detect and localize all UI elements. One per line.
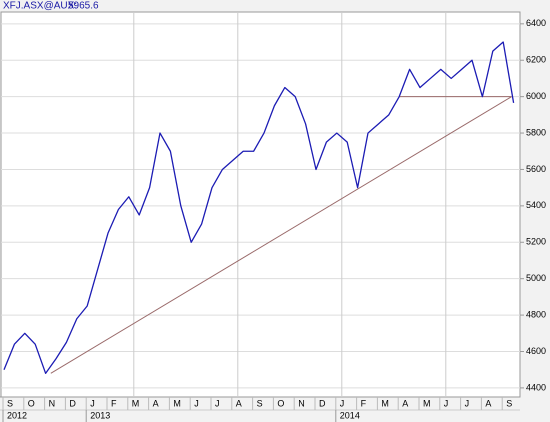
x-tick-label: J — [215, 398, 220, 408]
year-label: 2013 — [90, 410, 110, 420]
x-tick-label: M — [132, 398, 140, 408]
y-tick-label: 5000 — [526, 273, 546, 283]
x-tick-label: D — [319, 398, 326, 408]
x-tick-label: S — [7, 398, 13, 408]
y-tick-label: 5600 — [526, 164, 546, 174]
y-tick-label: 4600 — [526, 346, 546, 356]
last-value: 5965.6 — [68, 1, 99, 12]
chart-title: XFJ.ASX@AUX: — [3, 1, 77, 12]
year-label: 2012 — [7, 410, 27, 420]
x-tick-label: D — [69, 398, 76, 408]
x-tick-label: J — [340, 398, 345, 408]
x-tick-label: M — [381, 398, 389, 408]
x-tick-label: A — [153, 398, 159, 408]
x-tick-label: A — [236, 398, 242, 408]
y-tick-label: 4400 — [526, 382, 546, 392]
x-tick-label: S — [506, 398, 512, 408]
y-tick-label: 5400 — [526, 200, 546, 210]
x-tick-label: J — [90, 398, 95, 408]
y-tick-label: 6200 — [526, 55, 546, 65]
price-line — [3, 41, 515, 374]
y-tick-label: 5200 — [526, 237, 546, 247]
trendline — [50, 96, 512, 374]
x-tick-label: O — [277, 398, 284, 408]
x-tick-label: M — [173, 398, 181, 408]
y-tick-label: 6000 — [526, 91, 546, 101]
x-tick-label: N — [49, 398, 56, 408]
year-label: 2014 — [340, 410, 360, 420]
x-tick-label: A — [402, 398, 408, 408]
x-tick-label: N — [298, 398, 305, 408]
x-tick-label: J — [194, 398, 199, 408]
y-tick-label: 5800 — [526, 127, 546, 137]
x-tick-label: S — [257, 398, 263, 408]
x-tick-label: M — [423, 398, 431, 408]
y-tick-label: 6400 — [526, 18, 546, 28]
x-tick-label: O — [28, 398, 35, 408]
y-tick-label: 4800 — [526, 309, 546, 319]
x-tick-label: A — [485, 398, 491, 408]
x-tick-label: F — [111, 398, 117, 408]
x-tick-label: J — [465, 398, 470, 408]
x-tick-label: J — [444, 398, 449, 408]
x-tick-label: F — [361, 398, 367, 408]
